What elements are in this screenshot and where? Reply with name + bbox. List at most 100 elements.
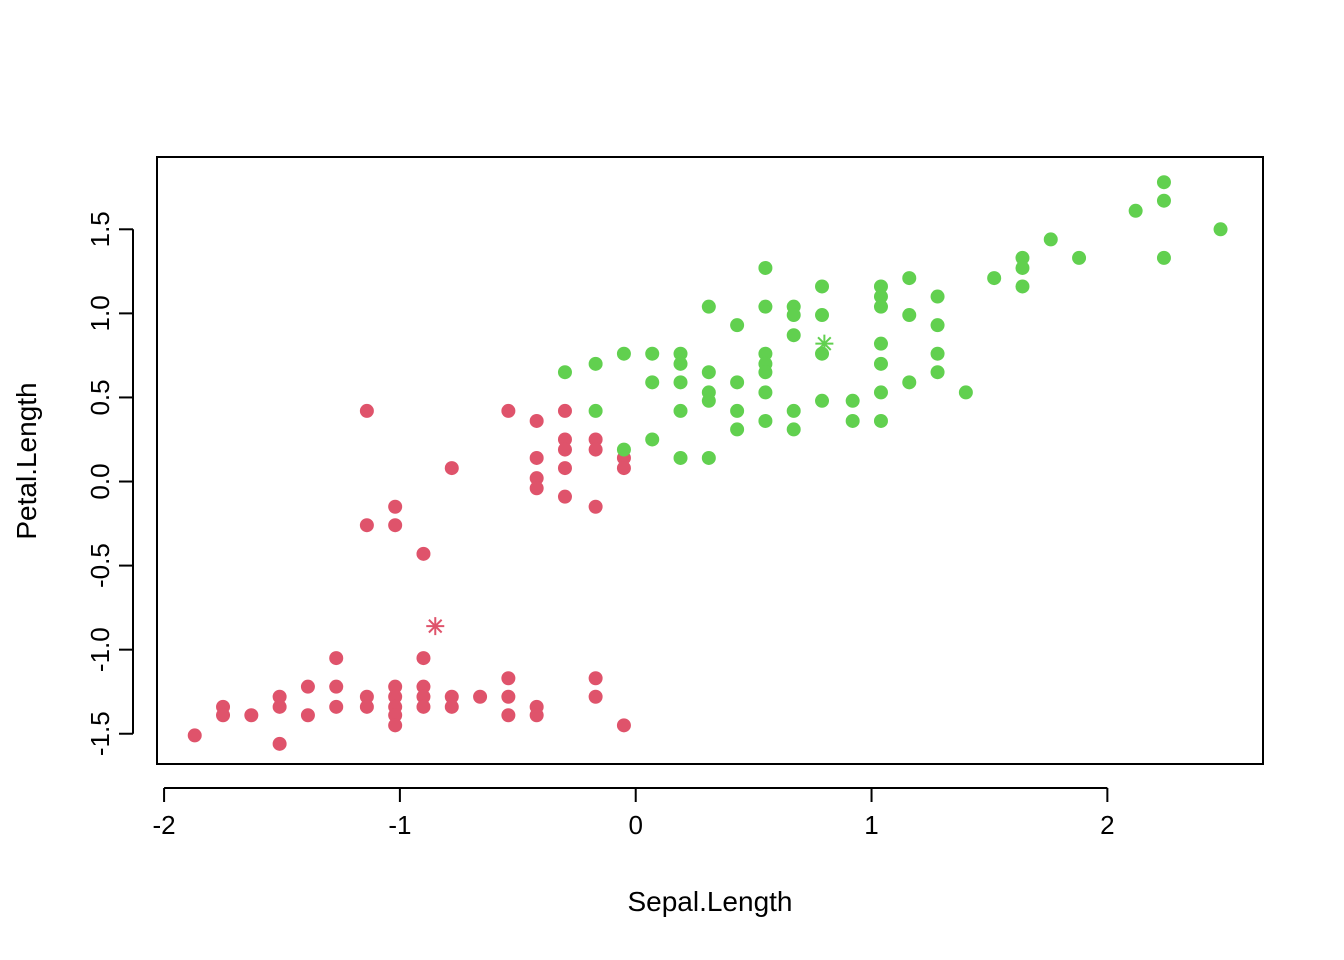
data-point — [673, 346, 688, 361]
data-point — [388, 718, 403, 733]
data-point — [845, 413, 860, 428]
data-point — [300, 708, 315, 723]
data-point — [557, 489, 572, 504]
data-point — [845, 393, 860, 408]
data-point — [645, 375, 660, 390]
data-point — [557, 432, 572, 447]
data-point — [416, 651, 431, 666]
data-point — [645, 346, 660, 361]
y-tick-label: -1.0 — [85, 627, 115, 672]
data-point — [388, 518, 403, 533]
data-point — [416, 699, 431, 714]
data-point — [588, 442, 603, 457]
data-point — [329, 651, 344, 666]
y-tick-label: 0.5 — [85, 379, 115, 415]
data-point — [1043, 232, 1058, 247]
data-point — [501, 689, 516, 704]
data-point — [815, 308, 830, 323]
data-point — [529, 471, 544, 486]
data-point — [873, 289, 888, 304]
x-axis: -2 -1 0 1 2 — [153, 787, 1115, 840]
data-point — [930, 346, 945, 361]
data-point — [873, 356, 888, 371]
data-point — [873, 336, 888, 351]
data-point — [588, 689, 603, 704]
y-tick-label: -0.5 — [85, 543, 115, 588]
data-point — [758, 413, 773, 428]
data-point — [1072, 250, 1087, 265]
x-tick-label: 0 — [628, 810, 642, 840]
data-point — [758, 385, 773, 400]
data-point — [730, 403, 745, 418]
data-point — [616, 461, 631, 476]
data-point — [416, 546, 431, 561]
x-tick-label: -1 — [388, 810, 411, 840]
data-point — [244, 708, 259, 723]
data-point — [557, 403, 572, 418]
data-point — [701, 299, 716, 314]
data-point — [758, 346, 773, 361]
data-point — [501, 708, 516, 723]
y-axis: -1.5 -1.0 -0.5 0.0 0.5 1.0 1.5 — [85, 211, 134, 756]
data-point — [673, 356, 688, 371]
data-point — [300, 679, 315, 694]
plot-frame — [156, 156, 1264, 765]
data-point — [616, 718, 631, 733]
data-point — [444, 689, 459, 704]
data-point — [930, 365, 945, 380]
x-tick-label: 1 — [864, 810, 878, 840]
data-point — [930, 318, 945, 333]
series-1 — [187, 403, 631, 751]
data-point — [873, 413, 888, 428]
data-point — [416, 679, 431, 694]
data-point — [557, 461, 572, 476]
data-point — [416, 689, 431, 704]
data-point — [529, 708, 544, 723]
data-point — [359, 699, 374, 714]
data-point — [958, 385, 973, 400]
data-point — [930, 289, 945, 304]
data-point — [388, 689, 403, 704]
data-point — [359, 403, 374, 418]
data-point — [1128, 203, 1143, 218]
data-point — [272, 689, 287, 704]
data-point — [473, 689, 488, 704]
data-point — [758, 365, 773, 380]
data-point — [557, 365, 572, 380]
data-point — [815, 279, 830, 294]
data-point — [588, 356, 603, 371]
data-point — [902, 375, 917, 390]
data-point — [645, 432, 660, 447]
data-point — [616, 346, 631, 361]
data-point — [873, 299, 888, 314]
y-tick-label: 0.0 — [85, 463, 115, 499]
data-point — [444, 461, 459, 476]
data-point — [272, 699, 287, 714]
data-point — [730, 375, 745, 390]
data-point — [1015, 260, 1030, 275]
data-point — [557, 442, 572, 457]
y-axis-title: Petal.Length — [11, 382, 42, 539]
data-point — [1015, 279, 1030, 294]
data-point — [388, 679, 403, 694]
data-point — [673, 375, 688, 390]
y-tick-label: 1.0 — [85, 295, 115, 331]
data-point — [588, 432, 603, 447]
y-tick-label: 1.5 — [85, 211, 115, 247]
series-2 — [557, 175, 1228, 465]
data-point — [529, 413, 544, 428]
data-point — [187, 728, 202, 743]
data-point — [329, 699, 344, 714]
data-point — [588, 403, 603, 418]
data-point — [616, 442, 631, 457]
data-point — [1015, 250, 1030, 265]
data-point — [216, 708, 231, 723]
data-point — [329, 679, 344, 694]
data-point — [444, 699, 459, 714]
data-point — [1213, 222, 1228, 237]
data-point — [786, 308, 801, 323]
cluster-center-marker — [426, 617, 445, 636]
data-point — [873, 279, 888, 294]
data-point — [359, 689, 374, 704]
